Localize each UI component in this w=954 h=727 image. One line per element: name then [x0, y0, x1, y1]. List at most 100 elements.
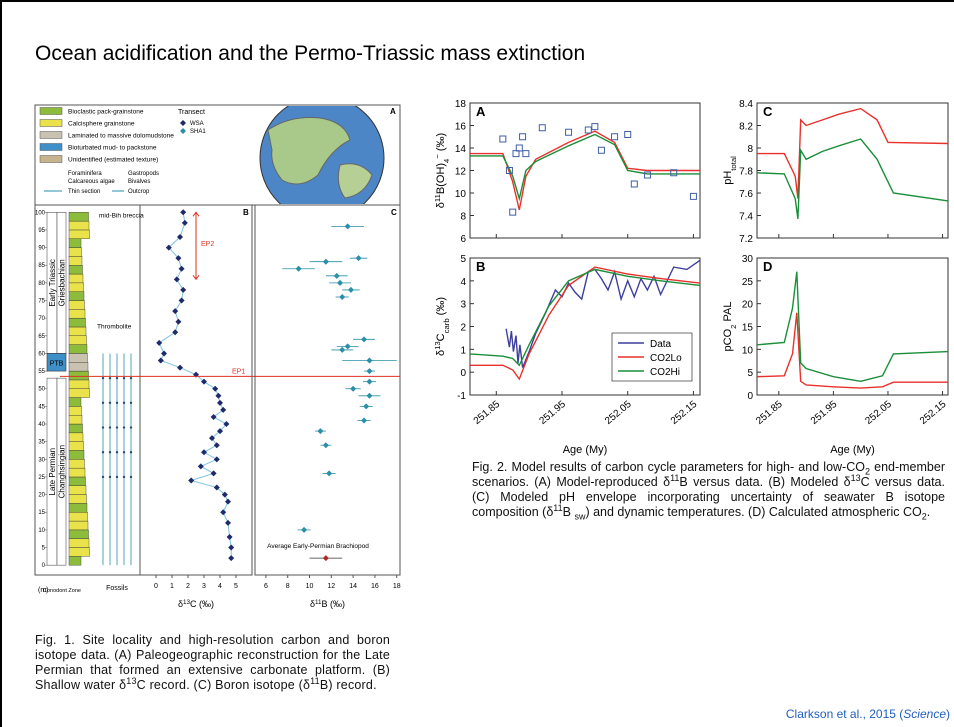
- text-run: 11: [310, 675, 320, 686]
- data-point: [156, 339, 163, 346]
- figure1-caption: Fig. 1. Site locality and high-resolutio…: [35, 633, 390, 693]
- lithology-bed: [68, 379, 90, 389]
- x-tick-label: 3: [202, 583, 206, 590]
- y-tick-label: 45: [38, 404, 45, 410]
- y-tick-label: 7.6: [739, 189, 753, 200]
- data-point: [220, 406, 227, 413]
- text-run: B versus data. (B) Modeled δ: [679, 475, 851, 489]
- data-point: [565, 128, 573, 136]
- legend-label: Outcrop: [128, 189, 150, 195]
- y-tick-label: 2: [460, 323, 466, 334]
- plot-frame: [756, 257, 949, 396]
- y-tick-label: 5: [42, 546, 46, 552]
- fossil-dot: [122, 475, 126, 479]
- globe-land: [267, 117, 351, 185]
- y-tick-label: 70: [38, 316, 45, 322]
- y-axis-label: δ11B(OH)4− (‰): [433, 133, 451, 208]
- data-point: [333, 272, 340, 279]
- y-tick-label: 40: [38, 422, 45, 428]
- y-tick-label: 5: [460, 254, 466, 265]
- fossil-dot: [129, 376, 133, 380]
- text-run: sw: [574, 511, 586, 522]
- lithology-bed: [68, 520, 89, 531]
- panel-label: A: [476, 104, 486, 119]
- data-point: [225, 519, 231, 526]
- text-run: B) record.: [319, 678, 377, 692]
- y-tick-label: 30: [742, 254, 754, 265]
- fossil-dot: [122, 401, 126, 405]
- y-tick-label: 16: [455, 122, 467, 133]
- data-point: [337, 279, 344, 286]
- globe: [259, 106, 385, 204]
- fossil-dot: [129, 401, 133, 405]
- x-tick-label: 8: [286, 583, 290, 590]
- plot-frame: [756, 102, 949, 239]
- data-point: [172, 308, 179, 315]
- data-point: [339, 346, 346, 353]
- legend-swatch: [39, 143, 63, 151]
- legend-label: Laminated to massive dolomudstone: [68, 133, 174, 140]
- data-point: [322, 555, 329, 562]
- legend-diamond: [180, 120, 186, 126]
- x-axis-label: Age (My): [563, 444, 608, 456]
- panel-frame: [139, 204, 253, 576]
- y-tick-label: 0: [42, 563, 46, 569]
- legend-label: Bivalves: [128, 179, 150, 185]
- data-point: [611, 133, 619, 141]
- lithology-bed: [68, 247, 82, 257]
- legend-label: Bioclastic pack-grainstone: [68, 109, 144, 116]
- fossil-dot: [108, 475, 112, 479]
- lithology-bed: [68, 397, 82, 407]
- y-tick-label: 10: [38, 528, 45, 534]
- lithology-bed: [68, 476, 86, 486]
- lithology-bed: [68, 282, 84, 292]
- y-tick-label: 8.4: [739, 99, 753, 110]
- y-tick-label: 100: [35, 210, 46, 216]
- legend-title: Transect: [178, 109, 205, 116]
- fossil-dot: [115, 451, 119, 454]
- lithology-bed: [68, 423, 83, 434]
- y-tick-label: 12: [455, 167, 467, 178]
- x-tick-label: 5: [234, 583, 238, 590]
- panel-label: C: [763, 104, 773, 119]
- data-point: [197, 463, 204, 470]
- data-point: [499, 135, 507, 143]
- fossil-dot: [108, 426, 112, 429]
- y-tick-label: 0: [460, 368, 466, 379]
- x-tick-label: 14: [349, 583, 357, 590]
- fossil-dot: [101, 451, 105, 454]
- annotation: Average Early-Permian Brachiopod: [267, 543, 369, 550]
- series-line: [756, 271, 949, 383]
- panel-label: B: [243, 208, 249, 217]
- globe-land: [337, 163, 373, 199]
- text-run: δ: [310, 599, 315, 609]
- y-tick-label: 55: [38, 369, 45, 375]
- data-point: [361, 336, 368, 343]
- text-run: −: [433, 154, 442, 159]
- data-point: [213, 456, 220, 463]
- data-point: [180, 209, 187, 216]
- data-point: [221, 491, 228, 498]
- text-run: 13: [850, 472, 861, 483]
- y-tick-label: 15: [742, 323, 754, 334]
- lithology-bed: [68, 256, 83, 266]
- x-tick-label: 18: [393, 583, 401, 590]
- y-tick-label: 8: [460, 212, 466, 223]
- lithology-bed: [68, 220, 90, 231]
- data-point: [361, 417, 368, 424]
- stage-label: Early Triassic: [48, 259, 57, 307]
- text-run: pH: [722, 171, 734, 185]
- y-tick-label: 90: [38, 246, 45, 252]
- lithology-bed: [68, 326, 87, 337]
- y-tick-label: 18: [455, 99, 467, 110]
- data-point: [643, 171, 651, 179]
- fossil-dot: [115, 376, 119, 380]
- lithology-bed: [68, 406, 82, 416]
- text-run: Fig. 2. Model results of carbon cycle pa…: [472, 460, 865, 474]
- x-tick-label: 6: [264, 583, 268, 590]
- y-tick-label: 10: [742, 345, 754, 356]
- x-tick-label: 252.15: [918, 399, 949, 427]
- legend-label: Unidentified (estimated texture): [68, 157, 158, 164]
- data-point: [165, 244, 172, 251]
